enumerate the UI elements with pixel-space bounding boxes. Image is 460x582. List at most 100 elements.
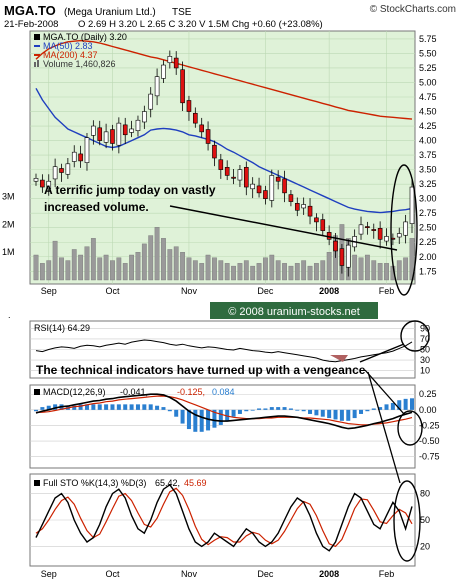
copyright-banner-text: © 2008 uranium-stocks.net	[228, 306, 360, 318]
candle-body	[40, 179, 45, 188]
candle-body	[263, 190, 268, 199]
candle-body	[46, 180, 52, 190]
candle-body	[148, 93, 154, 110]
candle-body	[275, 176, 281, 182]
volume-bar	[250, 265, 256, 281]
volume-bar	[59, 257, 64, 281]
volume-bar	[141, 243, 147, 281]
volume-bar	[403, 257, 409, 281]
sto-d-line	[35, 487, 413, 548]
macd-hist-bar	[390, 402, 395, 410]
volume-bar	[294, 263, 300, 281]
month-label: 2008	[319, 569, 339, 579]
volume-bar	[167, 249, 173, 281]
macd-tick-label: 0.00	[419, 405, 437, 415]
volume-bar	[116, 257, 122, 281]
volume-bar	[65, 260, 71, 281]
macd-hist-bar	[269, 407, 274, 410]
volume-bar	[180, 252, 185, 281]
x-axis-months-bottom: Sep Oct Nov Dec 2008 Feb	[41, 569, 395, 579]
candle-body	[377, 227, 383, 240]
rsi-tick-label: 30	[420, 355, 430, 365]
macd-hist-bar	[180, 409, 185, 424]
legend-price: MGA.TO (Daily) 3.20	[43, 32, 127, 42]
candle-body	[307, 205, 313, 217]
macd-tick-label: 0.25	[419, 389, 437, 399]
volume-bar	[173, 246, 179, 281]
rsi-tick-label: 90	[420, 323, 430, 333]
macd-line	[35, 393, 413, 430]
candle-body	[205, 129, 211, 144]
candle-body	[78, 153, 83, 162]
quote-date: 21-Feb-2008	[4, 19, 58, 30]
month-label: Oct	[105, 569, 120, 579]
quote-line: O 2.69 H 3.20 L 2.65 C 3.20 V 1.5M Chg +…	[78, 19, 323, 30]
macd-signal-line	[36, 395, 413, 426]
price-tick-label: 4.50	[419, 107, 437, 117]
price-tick-label: 5.50	[419, 48, 437, 58]
volume-bar	[205, 254, 211, 281]
volume-bar	[186, 257, 192, 281]
sto-legend-k: 65.42,	[155, 478, 180, 488]
candle-body	[212, 144, 217, 159]
candle-body	[173, 57, 179, 69]
macd-hist-bar	[410, 398, 414, 410]
macd-legend: MACD(12,26,9) -0.041, -0.125, 0.084	[34, 387, 235, 397]
macd-hist-bar	[218, 409, 223, 425]
volume-bar	[148, 235, 154, 281]
volume-bar	[237, 263, 243, 281]
legend-ma50: MA(50) 2.83	[43, 41, 93, 51]
volume-bar	[103, 254, 109, 281]
volume-bar	[326, 252, 332, 281]
rsi-oversold-fill	[330, 355, 348, 362]
macd-legend-value: -0.041,	[120, 387, 148, 397]
candle-body	[365, 226, 370, 229]
macd-hist-bar	[135, 404, 140, 410]
volume-bar	[307, 265, 313, 281]
volume-tick-label: 1M	[2, 247, 15, 257]
price-tick-label: 5.75	[419, 34, 437, 44]
volume-bar	[52, 240, 58, 281]
volume-bar	[263, 257, 268, 281]
volume-bar	[384, 263, 389, 281]
ticker-symbol: MGA.TO	[4, 3, 56, 18]
rsi-legend: RSI(14) 64.29	[34, 323, 90, 333]
copyright-banner	[210, 302, 378, 319]
volume-bar	[396, 260, 402, 281]
price-annotation-line2: increased volume.	[44, 200, 149, 214]
candle-body	[52, 166, 58, 180]
price-tick-label: 3.50	[419, 165, 437, 175]
macd-hist-bar	[142, 404, 147, 410]
month-label: Sep	[41, 286, 57, 296]
macd-hist-bar	[314, 409, 319, 416]
sto-highlight-ellipse	[393, 480, 421, 562]
price-highlight-ellipse	[390, 164, 418, 296]
macd-hist-bar	[193, 409, 198, 432]
macd-hist-bar	[97, 404, 102, 410]
macd-tick-label: -0.25	[419, 420, 440, 430]
macd-hist-bar	[308, 409, 313, 414]
candle-body	[250, 183, 255, 190]
macd-hist-bar	[244, 409, 249, 412]
candle-body	[237, 169, 243, 181]
macd-hist-bar	[123, 404, 128, 410]
macd-hist-bar	[167, 409, 172, 412]
macd-hist-bar	[384, 404, 389, 410]
price-tick-label: 5.25	[419, 63, 437, 73]
candle-body	[161, 64, 166, 79]
candle-body	[294, 203, 300, 211]
macd-hist-bar	[276, 407, 281, 410]
volume-bar	[97, 257, 103, 281]
price-candles	[33, 50, 415, 277]
macd-hist-bar	[148, 404, 153, 410]
macd-hist-bar	[359, 409, 364, 414]
volume-bar	[78, 254, 84, 281]
macd-hist-bar	[301, 409, 306, 412]
price-tick-label: 4.75	[419, 92, 437, 102]
candle-body	[320, 219, 326, 231]
volume-bar	[46, 260, 52, 281]
macd-hist-bar	[371, 408, 376, 410]
candle-body	[396, 233, 402, 238]
price-annotation-arrow	[169, 205, 398, 251]
macd-hist-bar	[84, 404, 89, 410]
